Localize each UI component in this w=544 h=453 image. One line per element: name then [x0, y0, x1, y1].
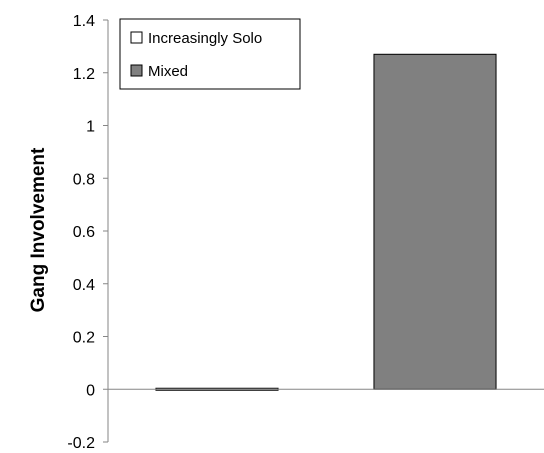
y-tick-label: 0 [86, 382, 95, 399]
y-tick-label: 1.4 [73, 13, 95, 30]
legend: Increasingly Solo Mixed [119, 18, 301, 90]
y-axis-ticks: -0.2 0 0.2 0.4 0.6 0.8 1 1.2 1.4 [67, 13, 108, 452]
y-tick-label: 0.4 [73, 277, 95, 294]
y-tick-label: 1.2 [73, 66, 95, 83]
bar-mixed [373, 53, 497, 390]
y-tick-label: 0.6 [73, 224, 95, 241]
y-axis-label: Gang Involvement [28, 147, 49, 312]
y-tick-label: 1 [86, 119, 95, 136]
y-tick-label: 0.8 [73, 171, 95, 188]
legend-swatch-increasingly-solo [130, 31, 143, 44]
y-tick-label: -0.2 [67, 435, 95, 452]
legend-label-increasingly-solo: Increasingly Solo [148, 30, 262, 47]
legend-swatch-mixed [130, 64, 143, 77]
bars [155, 53, 497, 391]
y-tick-label: 0.2 [73, 330, 95, 347]
legend-box [119, 18, 301, 90]
legend-label-mixed: Mixed [148, 63, 188, 80]
